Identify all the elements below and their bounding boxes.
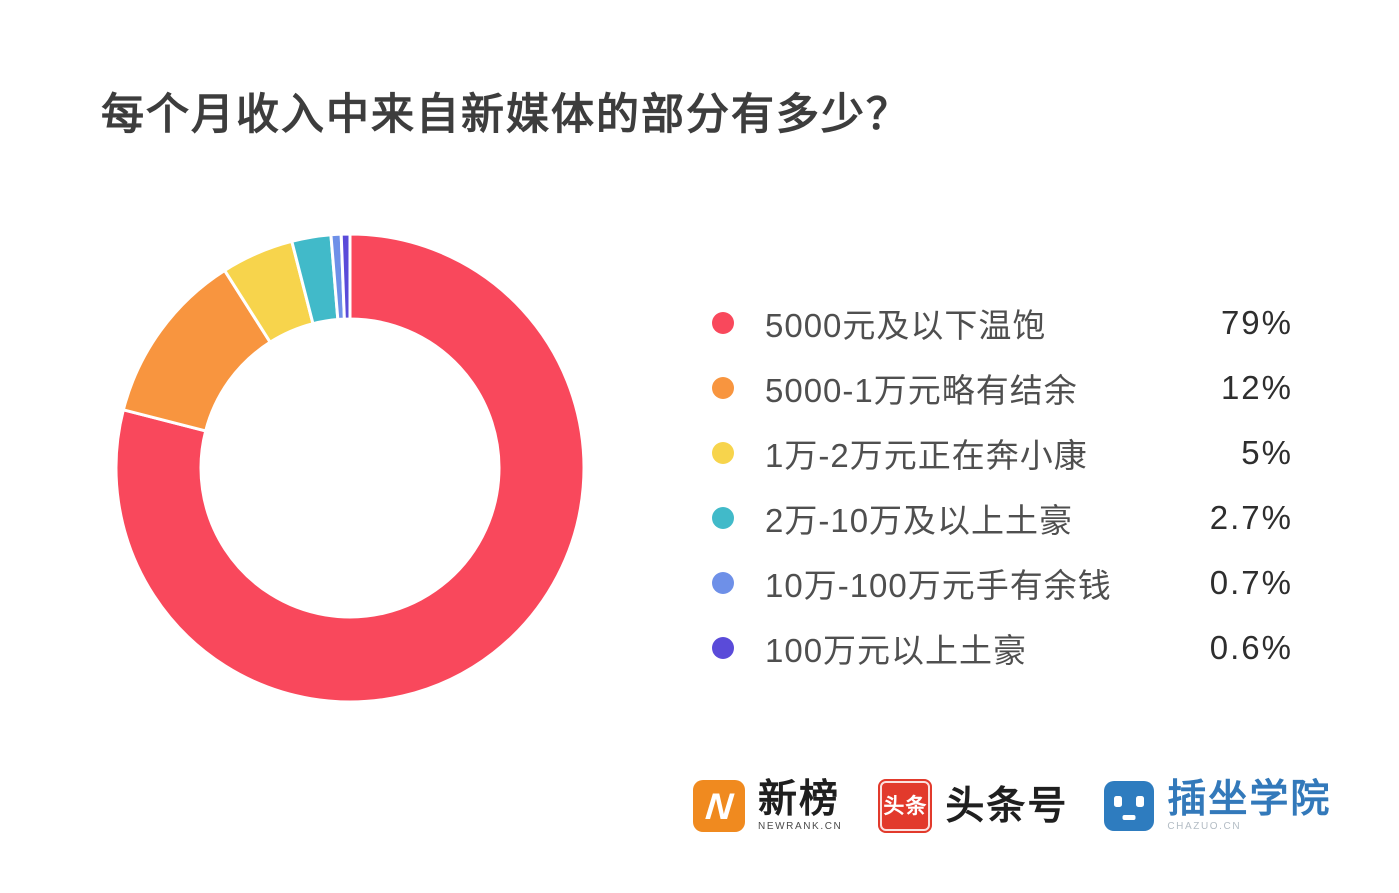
- legend-item: 5000元及以下温饱 79%: [712, 304, 1293, 344]
- chazuo-name: 插坐学院: [1167, 778, 1332, 821]
- legend-swatch: [712, 507, 734, 529]
- chazuo-domain: CHAZUO.CN: [1167, 821, 1242, 832]
- newrank-domain: NEWRANK.CN: [758, 821, 843, 832]
- page-title: 每个月收入中来自新媒体的部分有多少？: [101, 91, 911, 139]
- legend-label: 1万-2万元正在奔小康: [765, 437, 1088, 474]
- legend-swatch: [712, 377, 734, 399]
- logo-newrank: N 新榜 NEWRANK.CN: [693, 780, 842, 832]
- footer-logos: N 新榜 NEWRANK.CN 头条 头条号 插坐学院 CHAZUO.CN: [693, 779, 1331, 833]
- legend-value: 12%: [1220, 369, 1293, 406]
- newrank-text-block: 新榜 NEWRANK.CN: [758, 780, 842, 832]
- logo-chazuo: 插坐学院 CHAZUO.CN: [1104, 780, 1331, 832]
- donut-chart-svg: [114, 232, 586, 704]
- newrank-name: 新榜: [758, 778, 841, 821]
- newrank-icon: N: [693, 780, 745, 832]
- legend-value: 0.7%: [1209, 564, 1293, 601]
- legend: 5000元及以下温饱 79% 5000-1万元略有结余 12% 1万-2万元正在奔小康 5…: [712, 304, 1293, 669]
- legend-item: 1万-2万元正在奔小康 5%: [712, 434, 1293, 474]
- robot-mouth: [1122, 815, 1136, 820]
- legend-label: 5000-1万元略有结余: [765, 372, 1078, 409]
- legend-item: 2万-10万及以上土豪 2.7%: [712, 499, 1293, 539]
- logo-toutiao: 头条 头条号: [878, 779, 1068, 833]
- legend-swatch: [712, 442, 734, 464]
- donut-segment: [114, 232, 586, 704]
- legend-label: 10万-100万元手有余钱: [765, 567, 1112, 604]
- toutiao-icon: 头条: [878, 779, 933, 833]
- chazuo-text-block: 插坐学院 CHAZUO.CN: [1167, 780, 1331, 832]
- legend-value: 0.6%: [1209, 629, 1293, 666]
- legend-value: 79%: [1220, 304, 1293, 341]
- legend-value: 2.7%: [1209, 499, 1293, 536]
- legend-swatch: [712, 572, 734, 594]
- legend-item: 100万元以上土豪 0.6%: [712, 629, 1293, 669]
- legend-swatch: [712, 312, 734, 334]
- newrank-n-glyph: N: [703, 785, 735, 827]
- robot-eye-right: [1136, 796, 1145, 807]
- donut-segment: [339, 232, 352, 321]
- legend-item: 10万-100万元手有余钱 0.7%: [712, 564, 1293, 604]
- donut-chart: [113, 231, 587, 705]
- legend-label: 100万元以上土豪: [765, 632, 1028, 669]
- chazuo-robot-icon: [1104, 781, 1155, 831]
- legend-swatch: [712, 637, 734, 659]
- legend-label: 2万-10万及以上土豪: [765, 502, 1074, 539]
- toutiao-name: 头条号: [945, 784, 1069, 828]
- legend-label: 5000元及以下温饱: [765, 307, 1047, 344]
- toutiao-icon-chars: 头条: [883, 794, 928, 818]
- legend-item: 5000-1万元略有结余 12%: [712, 369, 1293, 409]
- robot-eye-left: [1114, 796, 1123, 807]
- legend-value: 5%: [1241, 434, 1293, 471]
